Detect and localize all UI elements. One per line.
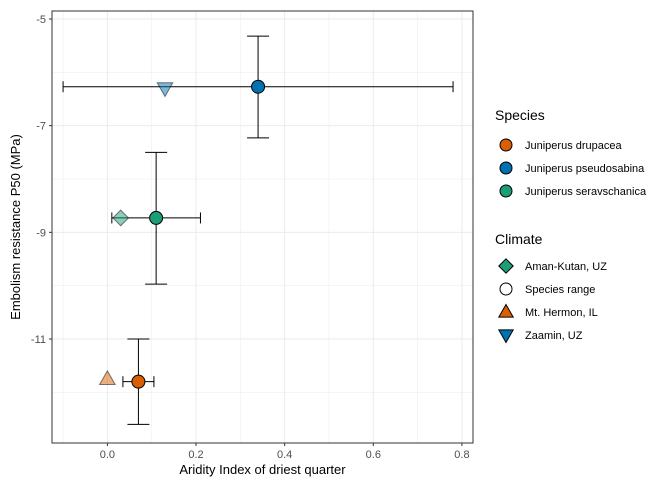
climate-point bbox=[112, 209, 130, 227]
legend-label: Aman-Kutan, UZ bbox=[525, 261, 607, 273]
legend-label: Juniperus seravschanica bbox=[525, 186, 647, 198]
legend-key bbox=[499, 161, 513, 175]
climate-legend: Climate Aman-Kutan, UZ Species range Mt. H… bbox=[495, 231, 607, 344]
legend-label: Species range bbox=[525, 284, 595, 296]
x-tick-label: 0.6 bbox=[366, 449, 381, 461]
climate-point bbox=[156, 82, 174, 98]
x-tick-label: 0.8 bbox=[454, 449, 469, 461]
x-axis-title: Aridity Index of driest quarter bbox=[179, 462, 346, 477]
legend-label: Mt. Hermon, IL bbox=[525, 307, 598, 319]
legend-label: Zaamin, UZ bbox=[525, 330, 583, 342]
y-tick-label: -7 bbox=[36, 121, 46, 133]
species-mean-point bbox=[251, 79, 266, 94]
y-tick-label: -11 bbox=[31, 334, 46, 346]
legend-label: Juniperus pseudosabina bbox=[525, 163, 645, 175]
species-mean-point bbox=[131, 374, 146, 389]
data-points bbox=[98, 79, 266, 389]
y-axis-ticks: -11 -9 -7 -5 bbox=[31, 14, 52, 346]
species-legend: Species Juniperus drupacea Juniperus pseu… bbox=[495, 107, 647, 198]
species-legend-title: Species bbox=[495, 107, 545, 123]
climate-legend-title: Climate bbox=[495, 231, 543, 247]
plot-panel-border bbox=[51, 10, 474, 444]
legend-key bbox=[499, 138, 513, 152]
x-tick-label: 0.0 bbox=[100, 449, 115, 461]
x-tick-label: 0.2 bbox=[188, 449, 203, 461]
climate-point bbox=[98, 369, 117, 386]
y-tick-label: -5 bbox=[36, 14, 46, 26]
grid-lines bbox=[52, 11, 473, 443]
x-axis-ticks: 0.0 0.2 0.4 0.6 0.8 bbox=[100, 443, 470, 461]
legend-key bbox=[499, 282, 513, 296]
legend-label: Juniperus drupacea bbox=[525, 140, 623, 152]
legend-key bbox=[499, 184, 513, 198]
legend-key bbox=[497, 303, 515, 318]
species-mean-point bbox=[149, 210, 164, 225]
legend-key bbox=[498, 258, 514, 274]
y-axis-title: Embolism resistance P50 (MPa) bbox=[8, 134, 23, 320]
x-tick-label: 0.4 bbox=[277, 449, 292, 461]
legend-key bbox=[497, 329, 515, 344]
y-tick-label: -9 bbox=[36, 227, 46, 239]
